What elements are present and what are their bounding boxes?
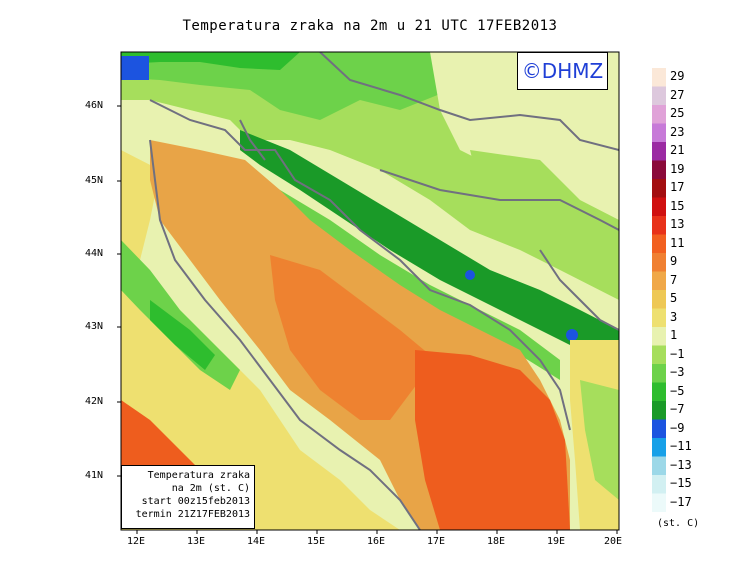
balkan-southeast-green: [580, 380, 619, 500]
info-line-termin: termin 21Z17FEB2013: [135, 509, 250, 520]
tyrrhenian-sea: [121, 400, 200, 470]
lon-tick-label: 18E: [487, 536, 506, 547]
plot-frame: [120, 51, 620, 531]
legend-swatch: [652, 216, 666, 235]
legend-label: 27: [670, 87, 685, 102]
north-blue-spot: [121, 56, 149, 80]
lon-tick-label: 20E: [604, 536, 623, 547]
adriatic-central: [270, 255, 430, 420]
info-line-start: start 00z15feb2013: [141, 496, 250, 507]
legend-swatch: [652, 364, 666, 383]
legend-swatch: [652, 68, 666, 87]
legend-swatch: [652, 438, 666, 457]
legend-label: −11: [670, 439, 692, 453]
lat-tick-label: 43N: [85, 321, 104, 332]
lat-tick-label: 46N: [85, 100, 104, 111]
legend-swatch: [652, 197, 666, 216]
legend-label: −7: [670, 402, 685, 416]
lat-tick-label: 45N: [85, 175, 104, 186]
legend-swatch: [652, 142, 666, 161]
legend-swatch: [652, 234, 666, 253]
legend-label: 5: [670, 291, 678, 305]
legend-label: 15: [670, 198, 685, 213]
lat-tick-label: 41N: [85, 470, 104, 481]
map-title: Temperatura zraka na 2m u 21 UTC 17FEB20…: [182, 18, 558, 34]
legend-swatch: [652, 382, 666, 401]
legend-swatch: [652, 345, 666, 364]
legend-label: −5: [670, 383, 685, 398]
blue-spot-east: [465, 270, 475, 280]
legend-label: 21: [670, 143, 685, 157]
legend-label: −3: [670, 365, 685, 379]
legend-label: −17: [670, 494, 692, 509]
legend-swatch: [652, 327, 666, 346]
legend-label: −13: [670, 457, 692, 472]
north-green-medium: [121, 52, 450, 120]
dinaric-ridge: [240, 130, 619, 370]
lat-tick-label: 42N: [85, 396, 104, 407]
legend-swatch: [652, 493, 666, 512]
legend-unit: (st. C): [657, 518, 700, 529]
legend-swatch: [652, 308, 666, 327]
legend-label: 23: [670, 124, 685, 139]
lon-tick-label: 12E: [127, 536, 146, 547]
lon-tick-label: 14E: [247, 536, 266, 547]
legend-swatch: [652, 475, 666, 494]
info-box: Temperatura zraka na 2m (st. C) start 00…: [121, 465, 255, 529]
legend-label: 17: [670, 180, 685, 194]
info-line-unit: na 2m (st. C): [171, 483, 250, 494]
legend-swatch: [652, 271, 666, 290]
legend-swatch: [652, 179, 666, 198]
legend-swatch: [652, 401, 666, 420]
coastlines: [149, 52, 619, 530]
legend-swatch: [652, 105, 666, 124]
legend-label: 11: [670, 235, 685, 250]
dhmz-credit: ©DHMZ: [517, 52, 608, 90]
legend-label: 13: [670, 217, 685, 231]
legend-swatch: [652, 123, 666, 142]
lon-tick-label: 19E: [547, 536, 566, 547]
italy-land: [121, 150, 400, 530]
legend-swatch: [652, 160, 666, 179]
legend-label: 29: [670, 69, 685, 83]
legend-swatch: [652, 456, 666, 475]
legend-label: 9: [670, 254, 678, 268]
lat-ticks: [117, 105, 121, 477]
legend-label: −9: [670, 420, 685, 435]
blue-spot-southeast: [566, 329, 578, 341]
lon-tick-label: 13E: [187, 536, 206, 547]
lon-tick-label: 15E: [307, 536, 326, 547]
lat-tick-label: 44N: [85, 248, 104, 259]
legend-label: 7: [670, 272, 678, 287]
italy-apennine-dark: [150, 300, 215, 370]
lon-tick-label: 16E: [367, 536, 386, 547]
north-green-dark: [121, 52, 300, 70]
legend-label: 19: [670, 161, 685, 176]
legend-label: 25: [670, 106, 685, 120]
ionian-sea: [415, 350, 570, 530]
dinaric-ridge-light: [230, 160, 560, 380]
legend-swatch: [652, 86, 666, 105]
legend-colorbar: [652, 68, 666, 512]
lon-tick-label: 17E: [427, 536, 446, 547]
legend-swatch: [652, 419, 666, 438]
legend-label: −15: [670, 476, 692, 490]
legend-label: 3: [670, 309, 678, 324]
lon-ticks: [136, 530, 618, 534]
legend-swatch: [652, 290, 666, 309]
info-line-variable: Temperatura zraka: [147, 470, 250, 481]
legend-swatch: [652, 253, 666, 272]
legend-label: −1: [670, 346, 685, 361]
legend-label: 1: [670, 328, 678, 342]
